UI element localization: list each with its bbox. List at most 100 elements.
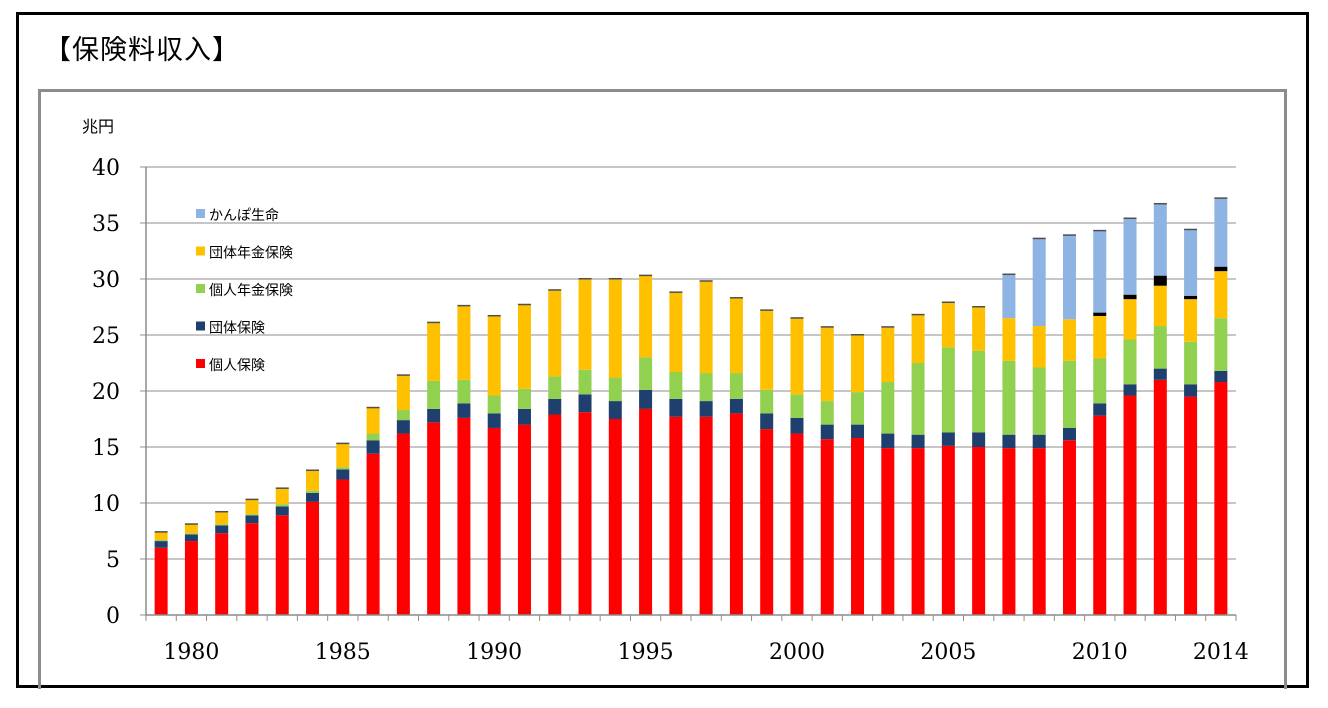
bar-segment-2000-3 (790, 318, 804, 395)
bar-segment-1998-0 (729, 413, 743, 615)
bar-segment-1990-3 (487, 315, 501, 396)
bar-segment-1980-3 (184, 524, 198, 534)
bar-segment-1993-2 (578, 369, 592, 395)
bar-segment-2011-5 (1123, 218, 1137, 295)
bar-segment-2011-3 (1123, 299, 1137, 340)
bar-segment-1980-2 (184, 533, 198, 535)
bar-segment-2013-0 (1184, 396, 1198, 615)
y-unit-label: 兆円 (82, 117, 114, 136)
bar-cap-2006 (972, 306, 986, 308)
bar-stack-2002 (851, 334, 865, 615)
bar-segment-2003-1 (881, 433, 895, 449)
bar-cap-1999 (760, 309, 774, 311)
bar-segment-1985-3 (336, 443, 350, 468)
x-tick-label-2010: 2010 (1072, 640, 1128, 665)
bar-segment-2002-1 (851, 424, 865, 439)
y-tick-label-35: 35 (92, 212, 120, 237)
legend-swatch-0 (196, 209, 205, 218)
bar-segment-2001-2 (820, 401, 834, 425)
bar-stack-1984 (306, 469, 320, 615)
bar-stack-1992 (548, 289, 562, 615)
bar-segment-1980-1 (184, 534, 198, 542)
bar-cap-1989 (457, 304, 471, 307)
bar-stack-1995 (639, 274, 653, 615)
bar-segment-2007-3 (1002, 318, 1016, 361)
bar-segment-1988-0 (427, 422, 441, 615)
bar-segment-2008-5 (1032, 238, 1046, 327)
bar-segment-2013-1 (1184, 384, 1198, 397)
bar-cap-2010 (1093, 229, 1107, 232)
bar-segment-2010-3 (1093, 315, 1107, 359)
bar-stack-1989 (457, 304, 471, 615)
bar-segment-2012-3 (1153, 285, 1167, 327)
legend-label-2: 個人年金保険 (209, 283, 293, 299)
bar-segment-2006-3 (972, 307, 986, 351)
bar-segment-1995-0 (639, 408, 653, 615)
bar-segment-2003-3 (881, 327, 895, 383)
bar-cap-1997 (699, 280, 713, 282)
page-heading: 【保険料収入】 (44, 35, 240, 66)
bar-segment-2002-0 (851, 438, 865, 615)
bar-segment-2009-5 (1062, 235, 1076, 320)
bar-segment-1989-1 (457, 403, 471, 418)
bar-segment-2000-1 (790, 417, 804, 434)
bar-segment-1996-0 (669, 416, 683, 615)
legend-swatch-1 (196, 246, 205, 256)
bar-segment-2008-1 (1032, 434, 1046, 449)
legend-swatch-4 (196, 359, 205, 368)
bar-stack-1993 (578, 278, 592, 615)
bar-segment-1992-2 (548, 376, 562, 399)
bar-cap-2005 (941, 301, 955, 304)
x-tick-label-2000: 2000 (769, 640, 825, 665)
bar-stack-2011 (1123, 217, 1137, 615)
legend-swatch-2 (196, 284, 205, 293)
bar-segment-2005-0 (941, 445, 955, 615)
bar-stack-2005 (941, 301, 955, 615)
bar-segment-2010-5 (1093, 230, 1107, 313)
bar-segment-2009-1 (1062, 427, 1076, 441)
bar-cap-1993 (578, 278, 592, 280)
bar-segment-1992-1 (548, 398, 562, 415)
bar-segment-1999-0 (760, 429, 774, 615)
bar-segment-1981-1 (215, 525, 229, 534)
bar-segment-1990-0 (487, 427, 501, 615)
x-tick-label-1980: 1980 (163, 640, 219, 665)
bar-stack-1982 (245, 498, 259, 615)
bar-segment-2014-2 (1214, 318, 1228, 371)
y-tick-label-20: 20 (92, 380, 120, 405)
chart-frame (38, 89, 1287, 689)
bar-segment-2014-3 (1214, 271, 1228, 319)
bar-segment-1998-3 (729, 298, 743, 374)
legend-label-3: 団体保険 (209, 321, 265, 337)
bar-segment-2004-3 (911, 314, 925, 363)
bar-stack-2009 (1062, 234, 1076, 615)
bar-segment-1999-1 (760, 413, 774, 430)
bar-segment-2002-3 (851, 335, 865, 393)
bar-segment-1995-1 (639, 389, 653, 409)
bar-segment-2001-1 (820, 424, 834, 440)
bar-segment-1991-1 (517, 408, 531, 425)
bar-segment-2013-5 (1184, 229, 1198, 296)
bar-stack-1991 (517, 303, 531, 615)
bar-stack-2007 (1002, 273, 1016, 615)
bar-stack-1983 (275, 487, 289, 615)
bar-cap-2011 (1123, 217, 1137, 220)
bar-segment-1983-0 (275, 515, 289, 615)
bar-segment-2007-2 (1002, 360, 1016, 435)
bar-segment-1981-0 (215, 533, 229, 615)
bar-cap-2004 (911, 313, 925, 316)
bar-stack-1994 (608, 278, 622, 615)
bar-segment-2000-0 (790, 433, 804, 615)
bar-segment-1992-3 (548, 290, 562, 377)
y-tick-label-40: 40 (92, 156, 120, 181)
bar-stack-1990 (487, 314, 501, 615)
bar-segment-2012-1 (1153, 368, 1167, 380)
bar-segment-1993-0 (578, 412, 592, 615)
bar-segment-2003-0 (881, 448, 895, 615)
bar-segment-2011-4 (1123, 294, 1137, 300)
bar-segment-2003-2 (881, 382, 895, 434)
bar-segment-2012-2 (1153, 326, 1167, 369)
bar-segment-2001-3 (820, 327, 834, 402)
bar-cap-1998 (729, 297, 743, 299)
